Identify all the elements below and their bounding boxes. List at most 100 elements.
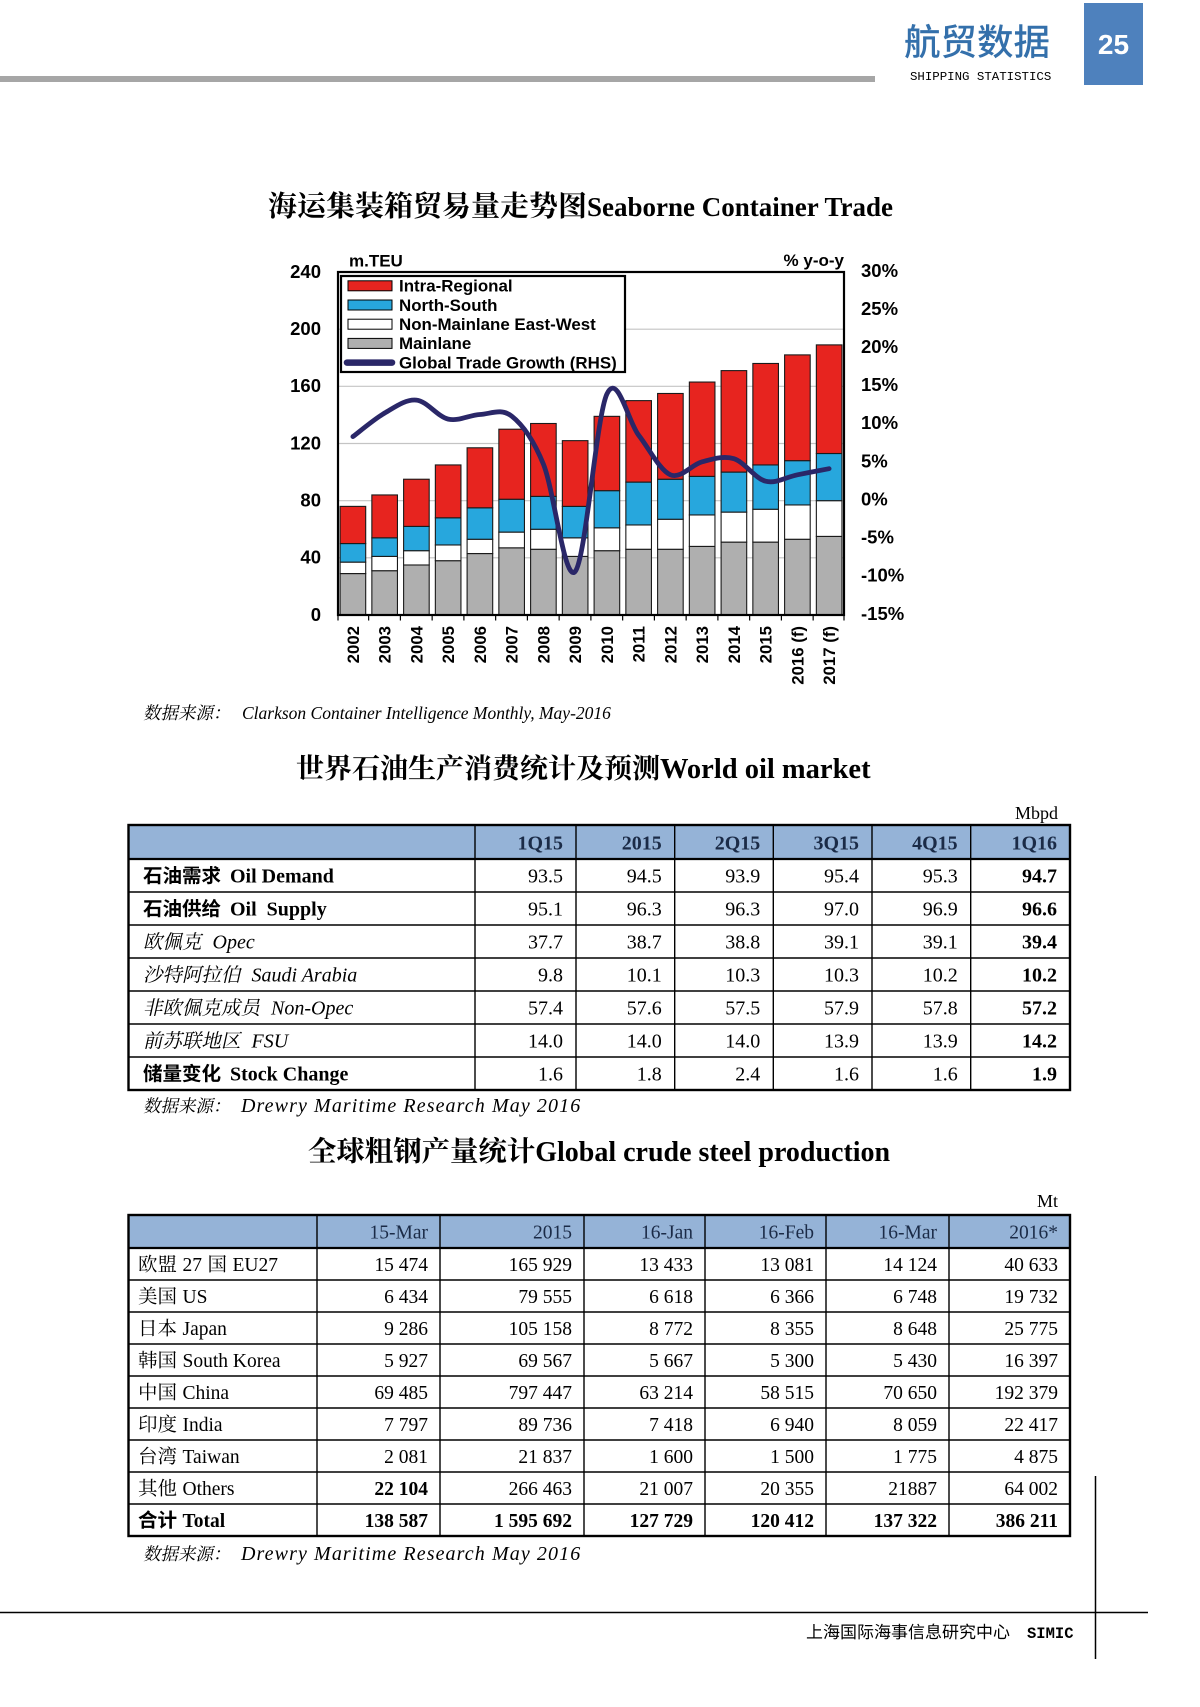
svg-text:SIMIC: SIMIC <box>1027 1625 1074 1643</box>
svg-text:95.3: 95.3 <box>923 866 958 888</box>
svg-text:797 447: 797 447 <box>509 1383 573 1404</box>
svg-text:4Q15: 4Q15 <box>912 833 958 855</box>
svg-text:Intra-Regional: Intra-Regional <box>399 277 513 296</box>
svg-text:94.7: 94.7 <box>1022 866 1057 888</box>
svg-text:Global crude steel production: Global crude steel production <box>535 1137 890 1168</box>
svg-text:Mbpd: Mbpd <box>1015 803 1058 823</box>
svg-text:97.0: 97.0 <box>824 899 859 921</box>
svg-text:2015: 2015 <box>757 626 776 663</box>
svg-text:96.6: 96.6 <box>1022 899 1057 921</box>
svg-text:2002: 2002 <box>344 626 363 663</box>
svg-text:2008: 2008 <box>534 626 553 663</box>
svg-text:10.3: 10.3 <box>725 965 760 987</box>
svg-text:105 158: 105 158 <box>509 1319 572 1340</box>
svg-text:Clarkson Container Intelligenc: Clarkson Container Intelligence Monthly,… <box>242 703 611 723</box>
svg-text:-10%: -10% <box>861 565 904 586</box>
svg-text:63 214: 63 214 <box>639 1383 693 1404</box>
svg-text:0: 0 <box>311 604 321 625</box>
svg-text:96.3: 96.3 <box>627 899 662 921</box>
svg-text:Saudi Arabia: Saudi Arabia <box>252 965 358 987</box>
svg-text:World oil market: World oil market <box>660 754 871 785</box>
svg-text:2010: 2010 <box>598 626 617 663</box>
svg-text:1.9: 1.9 <box>1032 1064 1057 1086</box>
svg-text:15%: 15% <box>861 374 898 395</box>
svg-text:21 837: 21 837 <box>518 1447 572 1468</box>
svg-text:22 104: 22 104 <box>374 1479 428 1500</box>
svg-text:13.9: 13.9 <box>824 1031 859 1053</box>
svg-text:14.0: 14.0 <box>528 1031 563 1053</box>
svg-text:2011: 2011 <box>630 626 649 662</box>
svg-text:40: 40 <box>300 547 321 568</box>
svg-text:57.5: 57.5 <box>725 998 760 1020</box>
svg-text:Seaborne Container Trade: Seaborne Container Trade <box>587 192 893 222</box>
svg-text:9.8: 9.8 <box>538 965 563 987</box>
svg-text:Oil Supply: Oil Supply <box>230 899 327 921</box>
svg-text:1.8: 1.8 <box>637 1064 662 1086</box>
svg-text:10.2: 10.2 <box>923 965 958 987</box>
svg-text:95.4: 95.4 <box>824 866 859 888</box>
svg-text:US: US <box>183 1287 208 1308</box>
svg-text:13 081: 13 081 <box>760 1255 814 1276</box>
svg-text:Drewry Maritime Research May 2: Drewry Maritime Research May 2016 <box>240 1095 581 1117</box>
svg-text:Opec: Opec <box>213 932 255 954</box>
svg-text:6 618: 6 618 <box>649 1287 693 1308</box>
svg-text:80: 80 <box>300 489 321 510</box>
svg-text:5 300: 5 300 <box>770 1351 814 1372</box>
svg-text:21887: 21887 <box>888 1479 937 1500</box>
svg-text:SHIPPING STATISTICS: SHIPPING STATISTICS <box>910 70 1051 84</box>
svg-text:70 650: 70 650 <box>883 1383 937 1404</box>
svg-text:1 775: 1 775 <box>893 1447 937 1468</box>
svg-text:120 412: 120 412 <box>751 1511 814 1532</box>
svg-text:6 748: 6 748 <box>893 1287 937 1308</box>
svg-text:2006: 2006 <box>471 626 490 663</box>
svg-text:160: 160 <box>290 375 321 396</box>
svg-text:China: China <box>183 1383 230 1404</box>
svg-text:93.5: 93.5 <box>528 866 563 888</box>
svg-text:138 587: 138 587 <box>365 1511 429 1532</box>
svg-text:16-Mar: 16-Mar <box>879 1223 938 1244</box>
svg-text:2009: 2009 <box>566 626 585 663</box>
svg-text:1.6: 1.6 <box>834 1064 859 1086</box>
svg-text:2.4: 2.4 <box>735 1064 760 1086</box>
svg-text:% y-o-y: % y-o-y <box>784 251 845 270</box>
svg-text:93.9: 93.9 <box>725 866 760 888</box>
svg-text:96.9: 96.9 <box>923 899 958 921</box>
svg-text:25%: 25% <box>861 298 898 319</box>
svg-text:2017 (f): 2017 (f) <box>820 626 839 685</box>
svg-text:India: India <box>183 1415 223 1436</box>
svg-text:192 379: 192 379 <box>995 1383 1058 1404</box>
svg-text:266 463: 266 463 <box>509 1479 572 1500</box>
svg-text:25 775: 25 775 <box>1004 1319 1058 1340</box>
svg-text:14.0: 14.0 <box>627 1031 662 1053</box>
svg-text:39.4: 39.4 <box>1022 932 1057 954</box>
svg-text:Oil Demand: Oil Demand <box>230 866 334 888</box>
svg-text:39.1: 39.1 <box>824 932 859 954</box>
svg-text:5 927: 5 927 <box>384 1351 428 1372</box>
svg-text:20 355: 20 355 <box>760 1479 814 1500</box>
svg-text:15-Mar: 15-Mar <box>370 1223 429 1244</box>
svg-text:10%: 10% <box>861 412 898 433</box>
svg-text:-5%: -5% <box>861 527 894 548</box>
svg-text:Non-Mainlane East-West: Non-Mainlane East-West <box>399 315 596 334</box>
svg-text:69 567: 69 567 <box>518 1351 572 1372</box>
svg-text:3Q15: 3Q15 <box>813 833 859 855</box>
svg-text:19 732: 19 732 <box>1004 1287 1058 1308</box>
svg-text:57.9: 57.9 <box>824 998 859 1020</box>
svg-text:2015: 2015 <box>622 833 662 855</box>
svg-text:7 418: 7 418 <box>649 1415 693 1436</box>
svg-text:200: 200 <box>290 318 321 339</box>
svg-text:57.8: 57.8 <box>923 998 958 1020</box>
svg-text:40 633: 40 633 <box>1004 1255 1058 1276</box>
svg-text:0%: 0% <box>861 488 888 509</box>
svg-text:6 434: 6 434 <box>384 1287 428 1308</box>
svg-text:6 940: 6 940 <box>770 1415 814 1436</box>
svg-text:5 430: 5 430 <box>893 1351 937 1372</box>
svg-text:57.2: 57.2 <box>1022 998 1057 1020</box>
svg-text:10.1: 10.1 <box>627 965 662 987</box>
svg-text:m.TEU: m.TEU <box>349 252 403 271</box>
svg-text:95.1: 95.1 <box>528 899 563 921</box>
svg-text:386 211: 386 211 <box>996 1511 1058 1532</box>
svg-text:2007: 2007 <box>503 626 522 663</box>
svg-text:96.3: 96.3 <box>725 899 760 921</box>
svg-text:2015: 2015 <box>533 1223 572 1244</box>
